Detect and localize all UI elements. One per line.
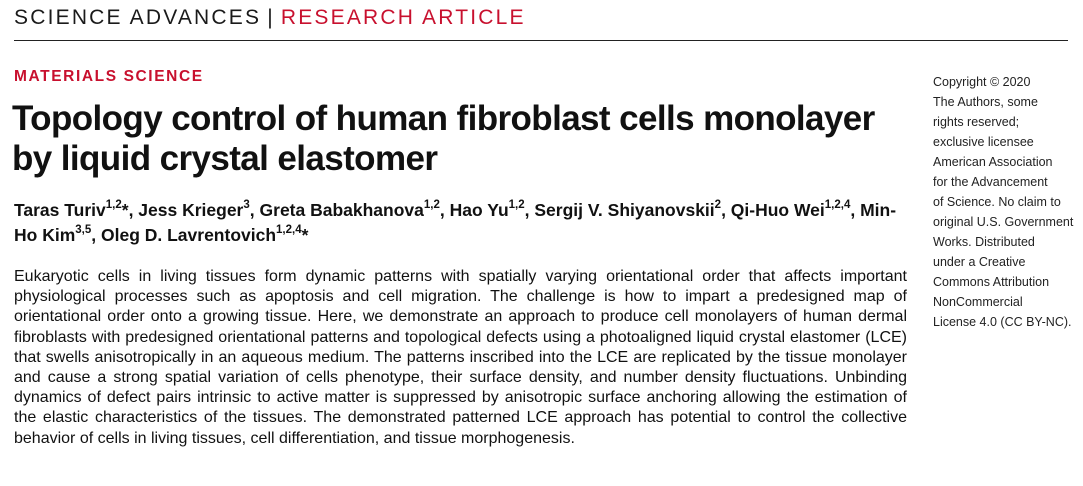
author-affiliation: 3,5: [75, 224, 92, 237]
author-name: Taras Turiv: [14, 200, 106, 220]
author-name: Jess Krieger: [138, 200, 244, 220]
copyright-line: for the Advancement: [933, 175, 1048, 189]
header-rule: [14, 40, 1068, 41]
copyright-line: NonCommercial: [933, 295, 1023, 309]
author-affiliation: 1,2,4: [276, 224, 302, 237]
copyright-line: License 4.0 (CC BY-NC).: [933, 315, 1072, 329]
author-affiliation: 1,2: [508, 199, 525, 212]
author: Jess Krieger3: [138, 199, 250, 220]
author-affiliation: 2: [714, 199, 722, 212]
section-label: MATERIALS SCIENCE: [14, 68, 204, 85]
author: Min-Ho Kim3,5: [14, 200, 896, 245]
copyright-line: Commons Attribution: [933, 275, 1050, 289]
author: Greta Babakhanova1,2: [259, 199, 440, 220]
article-title: Topology control of human fibroblast cel…: [12, 99, 875, 178]
copyright-line: American Association: [933, 155, 1053, 169]
author: Oleg D. Lavrentovich1,2,4*: [100, 224, 309, 245]
copyright-line: rights reserved;: [933, 115, 1020, 129]
author: Taras Turiv1,2*: [14, 199, 129, 220]
author-list: Taras Turiv1,2*, Jess Krieger3, Greta Ba…: [14, 199, 897, 245]
author-affiliation: 3: [243, 199, 250, 212]
author: Sergij V. Shiyanovskii2: [534, 199, 722, 220]
author-affiliation: 1,2,4: [824, 199, 851, 212]
author-name: Sergij V. Shiyanovskii: [534, 200, 715, 220]
copyright-line: under a Creative: [933, 255, 1026, 269]
copyright-line: The Authors, some: [933, 95, 1038, 109]
corresponding-author-mark: *: [301, 225, 309, 245]
author-name: Greta Babakhanova: [259, 200, 424, 220]
journal-header: SCIENCE ADVANCES | RESEARCH ARTICLE: [14, 6, 526, 30]
author-name: Hao Yu: [449, 200, 509, 220]
corresponding-author-mark: *: [121, 200, 129, 220]
copyright-notice: Copyright © 2020 The Authors, some rights …: [933, 72, 1078, 332]
author-name: Qi-Huo Wei: [730, 200, 825, 220]
copyright-line: original U.S. Government: [933, 215, 1074, 229]
journal-name: SCIENCE ADVANCES: [14, 6, 262, 29]
abstract: Eukaryotic cells in living tissues form …: [14, 268, 907, 447]
author: Qi-Huo Wei1,2,4: [730, 199, 851, 220]
author-name: Oleg D. Lavrentovich: [100, 225, 277, 245]
author-affiliation: 1,2: [105, 199, 122, 212]
author-affiliation: 1,2: [423, 199, 440, 212]
header-separator: |: [267, 6, 275, 29]
article-type: RESEARCH ARTICLE: [280, 6, 526, 29]
author-name: Min-Ho Kim: [14, 200, 897, 245]
copyright-line: Copyright © 2020: [933, 75, 1031, 89]
copyright-line: of Science. No claim to: [933, 195, 1061, 209]
copyright-line: Works. Distributed: [933, 235, 1035, 249]
author: Hao Yu1,2: [449, 199, 525, 220]
copyright-line: exclusive licensee: [933, 135, 1034, 149]
